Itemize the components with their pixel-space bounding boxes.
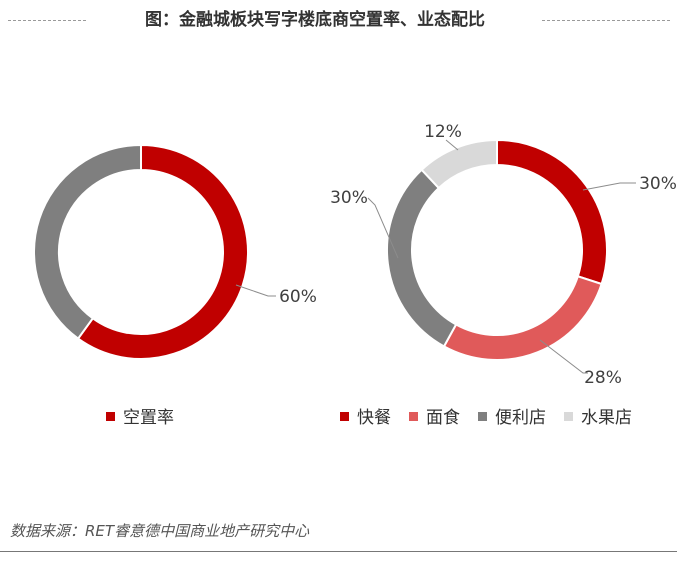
legend-label: 空置率 <box>123 408 174 428</box>
legend-item-2-3: 便利店 <box>478 403 546 428</box>
bottom-divider <box>0 551 677 552</box>
legend-label: 快餐 <box>357 408 391 428</box>
donut-2-leader-line-3 <box>367 197 399 259</box>
legend-swatch <box>409 412 418 421</box>
donut-2-leader-line-4 <box>445 139 459 151</box>
legend-item-2-4: 水果店 <box>564 403 632 428</box>
donut-2-data-label-3: 30% <box>330 188 368 208</box>
legend-swatch <box>340 412 349 421</box>
source-note: 数据来源：RET睿意德中国商业地产研究中心 <box>10 522 310 540</box>
chart-title: 图：金融城板块写字楼底商空置率、业态配比 <box>145 10 485 30</box>
donut-2-leader-line-2 <box>539 339 588 374</box>
donut-2-data-label-4: 12% <box>424 122 462 142</box>
legend-item-2-1: 快餐 <box>340 403 391 428</box>
donut-1-data-label-1: 60% <box>279 287 317 307</box>
donut-1-slice-1 <box>76 143 249 360</box>
title-divider-right <box>542 20 670 21</box>
donut-1-slice-2 <box>33 143 142 340</box>
donut-2-slice-1 <box>496 138 608 286</box>
donut-2-data-label-1: 30% <box>639 174 677 194</box>
legend-item-1-1: 空置率 <box>106 403 174 428</box>
chart-title-row: 图：金融城板块写字楼底商空置率、业态配比 <box>0 6 677 36</box>
donut-2-slice-2 <box>442 275 603 361</box>
donut-2-leader-line-1 <box>582 182 636 191</box>
legend-item-2-2: 面食 <box>409 403 460 428</box>
legend-label: 面食 <box>426 408 460 428</box>
legend-swatch <box>478 412 487 421</box>
legend-swatch <box>106 412 115 421</box>
legend-business-mix: 快餐 面食 便利店 水果店 <box>340 403 650 428</box>
legend-label: 便利店 <box>495 408 546 428</box>
donut-1-leader-line-1 <box>235 284 276 297</box>
title-divider-left <box>8 20 86 21</box>
legend-swatch <box>564 412 573 421</box>
legend-vacancy: 空置率 <box>106 403 192 428</box>
donut-2-data-label-2: 28% <box>584 368 622 388</box>
donut-2-slice-4 <box>420 138 498 190</box>
donut-2-slice-3 <box>386 168 458 348</box>
legend-label: 水果店 <box>581 408 632 428</box>
